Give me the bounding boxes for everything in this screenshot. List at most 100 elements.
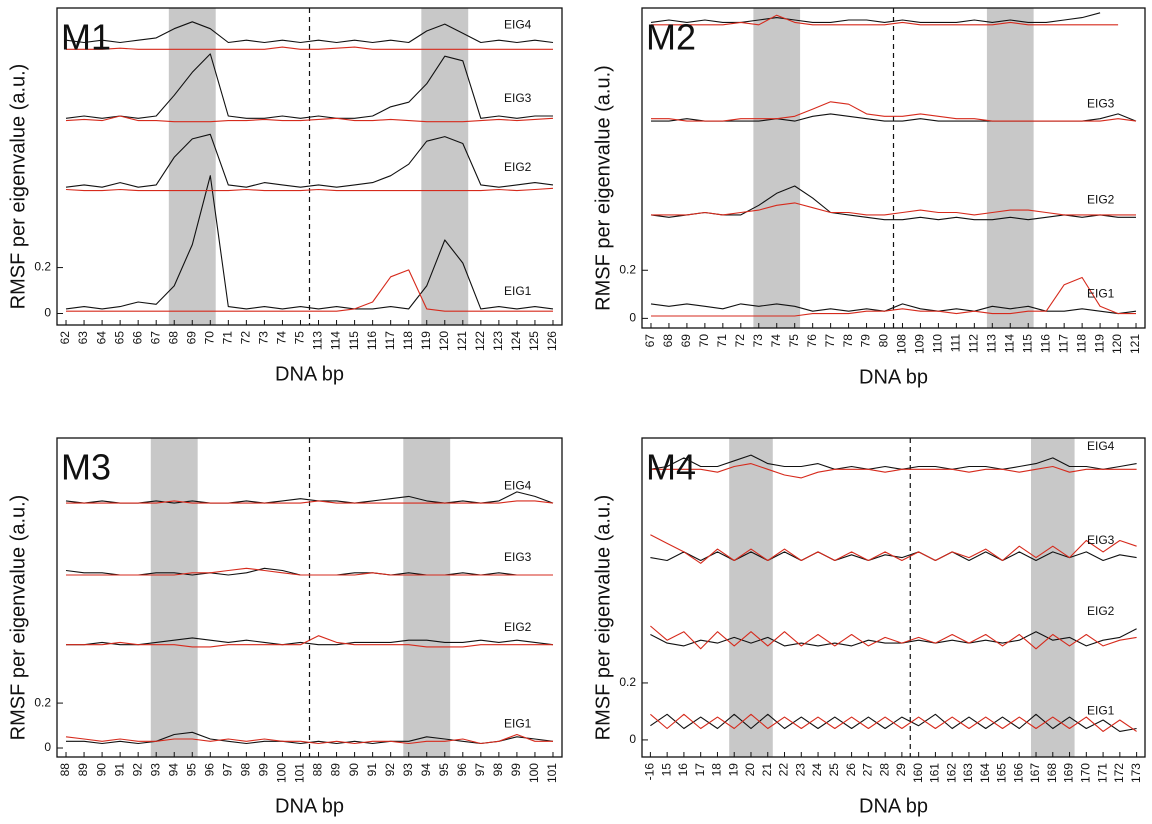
x-tick-label: 164 [978,763,992,783]
x-axis-label: DNA bp [859,366,928,388]
x-tick-label: 99 [257,763,271,777]
x-tick-label: 110 [931,334,945,353]
x-tick-label: 22 [777,763,791,777]
series-label: EIG2 [1087,192,1115,206]
panel-title: M3 [61,447,111,488]
y-tick-label: 0 [44,740,51,754]
series-label: EIG4 [504,18,532,32]
trace [66,637,554,646]
series-label: EIG2 [504,620,532,634]
y-tick-label: 0.2 [619,262,636,276]
trace [65,115,554,123]
x-tick-label: 161 [928,763,942,783]
x-tick-label: 65 [112,331,126,345]
x-tick-label: 92 [383,763,397,777]
x-tick-label: 118 [401,331,415,350]
x-tick-label: 73 [257,331,271,345]
trace [66,46,553,50]
series-label: EIG4 [1087,439,1115,453]
x-tick-label: 117 [1056,334,1070,353]
x-tick-label: 172 [1112,763,1126,783]
trace [650,713,1137,732]
x-tick-label: 69 [184,331,198,345]
trace [651,202,1136,216]
trace [650,454,1137,470]
x-tick-label: 171 [1095,763,1109,783]
x-tick-label: 126 [545,331,559,351]
y-tick-label: 0 [44,306,51,320]
x-tick-label: 16 [676,763,690,777]
x-tick-label: 121 [455,331,469,351]
series-label: EIG2 [504,160,532,174]
highlight-band [168,8,216,325]
x-tick-label: 92 [130,763,144,777]
series-label: EIG1 [1087,286,1115,300]
x-tick-label: 119 [1092,334,1106,353]
trace [65,187,554,192]
x-tick-label: 117 [383,331,397,350]
trace [66,567,553,576]
x-tick-label: 90 [94,763,108,777]
plot-frame [56,437,563,758]
trace [651,101,1137,122]
x-tick-label: 26 [844,763,858,777]
y-axis-label: RMSF per eigenvalue (a.u.) [592,495,614,741]
x-tick-label: 169 [1062,763,1076,783]
x-tick-label: 70 [202,331,216,345]
x-tick-label: 21 [760,763,774,777]
x-tick-label: 66 [130,331,144,345]
x-tick-label: 15 [659,763,673,777]
series-label: EIG2 [1087,604,1115,618]
x-tick-label: 163 [961,763,975,783]
trace [651,14,1119,26]
x-tick-label: 64 [94,331,108,345]
x-tick-label: 101 [545,763,559,783]
x-tick-label: 120 [1110,334,1124,354]
trace [65,175,554,310]
y-axis-label: RMSF per eigenvalue (a.u.) [7,495,29,741]
x-tick-label: 111 [949,334,963,353]
x-tick-label: 115 [1020,334,1034,353]
x-axis-label: DNA bp [275,363,344,385]
series-label: EIG1 [504,716,532,730]
series-label: EIG3 [504,91,532,105]
x-tick-label: 75 [787,334,801,348]
x-tick-label: 91 [112,763,126,777]
x-tick-label: 167 [1028,763,1042,783]
panel-title: M4 [646,447,696,488]
x-tick-label: 98 [239,763,253,777]
trace [65,53,553,119]
x-tick-label: 74 [769,334,783,348]
x-tick-label: 94 [419,763,433,777]
x-tick-label: 95 [437,763,451,777]
x-tick-label: 80 [877,334,891,348]
x-tick-label: 19 [726,763,740,777]
y-tick-label: 0.2 [34,260,51,274]
panel-title: M2 [646,17,696,58]
x-tick-label: 79 [859,334,873,348]
x-tick-label: 101 [293,763,307,783]
series-label: EIG4 [1087,0,1115,2]
x-tick-label: 165 [995,763,1009,783]
trace [66,500,554,504]
trace [650,12,1101,23]
x-tick-label: 67 [643,334,657,348]
x-tick-label: 62 [58,331,72,345]
panel-title: M1 [61,17,111,58]
x-tick-label: 114 [329,331,343,350]
y-axis-label: RMSF per eigenvalue (a.u.) [592,65,614,311]
x-tick-label: 24 [810,763,824,777]
x-tick-label: 112 [967,334,981,353]
x-tick-label: 115 [347,331,361,350]
x-tick-label: 72 [733,334,747,348]
x-tick-label: 74 [275,331,289,345]
panel: EIG1 EIG2 EIG3 EIG4 0 0.2 88 89 90 91 92 93 94 95 96 97… [7,437,563,817]
x-tick-label: 123 [491,331,505,351]
trace [650,463,1137,479]
x-tick-label: 90 [347,763,361,777]
y-tick-label: 0 [629,732,636,746]
x-tick-label: 88 [58,763,72,777]
trace [650,628,1137,647]
x-tick-label: 23 [793,763,807,777]
